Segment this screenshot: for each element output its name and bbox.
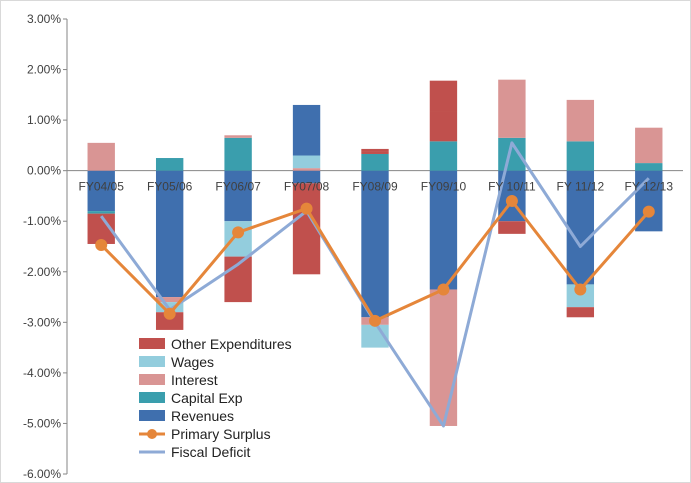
legend-swatch <box>139 374 165 385</box>
bar-segment-capital-exp <box>224 137 252 171</box>
marker-primary-surplus <box>163 307 176 320</box>
x-tick-label: FY05/06 <box>147 180 193 194</box>
bar-segment-revenues <box>292 170 321 184</box>
legend: Other Expenditures Wages Interest Capital E… <box>139 336 292 460</box>
y-tick-label: -2.00% <box>23 265 61 279</box>
x-tick-label: FY06/07 <box>215 180 261 194</box>
y-tick-label: -6.00% <box>23 467 61 481</box>
legend-label: Revenues <box>171 408 234 424</box>
legend-item: Revenues <box>139 408 234 424</box>
marker-primary-surplus <box>300 202 313 215</box>
legend-label: Primary Surplus <box>171 426 271 442</box>
legend-marker <box>147 429 157 439</box>
y-tick-label: 2.00% <box>27 63 61 77</box>
bar-segment-capital-exp <box>361 153 389 171</box>
bar-segment-other-expenditures <box>498 221 526 234</box>
bar-segment-revenues <box>155 170 184 298</box>
bar-segment-other-expenditures <box>566 307 595 318</box>
bar-segment-interest <box>635 127 663 164</box>
bar-segment-wages <box>292 155 321 169</box>
legend-swatch <box>139 410 165 421</box>
marker-primary-surplus <box>95 238 108 251</box>
marker-primary-surplus <box>642 205 655 218</box>
legend-label: Wages <box>171 354 214 370</box>
axis-layer: -6.00% -5.00% -4.00% -3.00% -2.00% -1.00% 0.00… <box>23 12 683 481</box>
legend-label: Fiscal Deficit <box>171 444 250 460</box>
legend-item: Fiscal Deficit <box>139 444 250 460</box>
legend-item: Primary Surplus <box>139 426 271 442</box>
bar-segment-capital-exp <box>635 163 663 171</box>
bar-segment-capital-exp <box>87 211 115 214</box>
bar-segment-other-expenditures <box>155 312 184 330</box>
legend-item: Interest <box>139 372 218 388</box>
marker-primary-surplus <box>369 314 381 327</box>
bar-segment-revenues <box>224 170 252 222</box>
x-tick-label: FY09/10 <box>421 180 467 194</box>
x-labels-layer: FY04/05 FY05/06 FY06/07 FY07/08 FY08/09 FY09/… <box>79 180 674 194</box>
y-tick-label: -4.00% <box>23 366 61 380</box>
marker-primary-surplus <box>505 195 518 207</box>
bar-segment-interest <box>224 135 252 138</box>
bar-segment-wages <box>566 284 595 308</box>
marker-primary-surplus <box>574 283 587 296</box>
y-tick-label: 1.00% <box>27 113 61 127</box>
y-tick-label: -1.00% <box>23 214 61 228</box>
y-tick-label: -5.00% <box>23 416 61 430</box>
y-tick-label: 3.00% <box>27 12 61 26</box>
bar-segment-interest <box>155 297 184 303</box>
bar-segment-revenues <box>566 170 595 285</box>
marker-primary-surplus <box>232 226 245 239</box>
x-tick-label: FY08/09 <box>352 180 398 194</box>
x-tick-label: FY 11/12 <box>557 180 605 194</box>
bar-segment-revenues <box>361 170 389 318</box>
bar-segment-interest <box>87 142 115 171</box>
bar-segment-revenues <box>429 170 458 290</box>
bar-segment-capital-exp <box>155 158 184 171</box>
legend-swatch <box>139 338 165 349</box>
bar-segment-interest <box>292 168 321 171</box>
bar-segment-revenues <box>87 170 115 212</box>
y-tick-label: 0.00% <box>27 164 61 178</box>
x-tick-label: FY04/05 <box>79 180 125 194</box>
bar-segment-interest <box>429 289 458 426</box>
bar-segment-other-expenditures <box>429 80 458 112</box>
x-tick-label: FY 12/13 <box>625 180 674 194</box>
bar-segment-capital-exp <box>429 141 458 171</box>
legend-swatch <box>139 356 165 367</box>
legend-label: Capital Exp <box>171 390 243 406</box>
bar-segment-other-expenditures <box>361 151 389 154</box>
bar-segment-other-expenditures <box>361 148 389 152</box>
lines-layer <box>95 141 655 428</box>
marker-primary-surplus <box>437 283 450 296</box>
legend-label: Other Expenditures <box>171 336 292 352</box>
legend-item: Other Expenditures <box>139 336 292 352</box>
x-tick-label: FY 10/11 <box>488 180 536 194</box>
bar-segment-interest <box>498 79 526 138</box>
bar-segment-capital-exp <box>566 141 595 171</box>
bar-segment-other-expenditures <box>292 183 321 275</box>
bar-segment-other-expenditures <box>429 111 458 142</box>
legend-item: Wages <box>139 354 214 370</box>
y-tick-label: -3.00% <box>23 315 61 329</box>
x-tick-label: FY07/08 <box>284 180 330 194</box>
bar-segment-interest <box>566 99 595 142</box>
legend-label: Interest <box>171 372 218 388</box>
legend-swatch <box>139 392 165 403</box>
legend-item: Capital Exp <box>139 390 243 406</box>
bar-segment-revenues <box>292 104 321 156</box>
